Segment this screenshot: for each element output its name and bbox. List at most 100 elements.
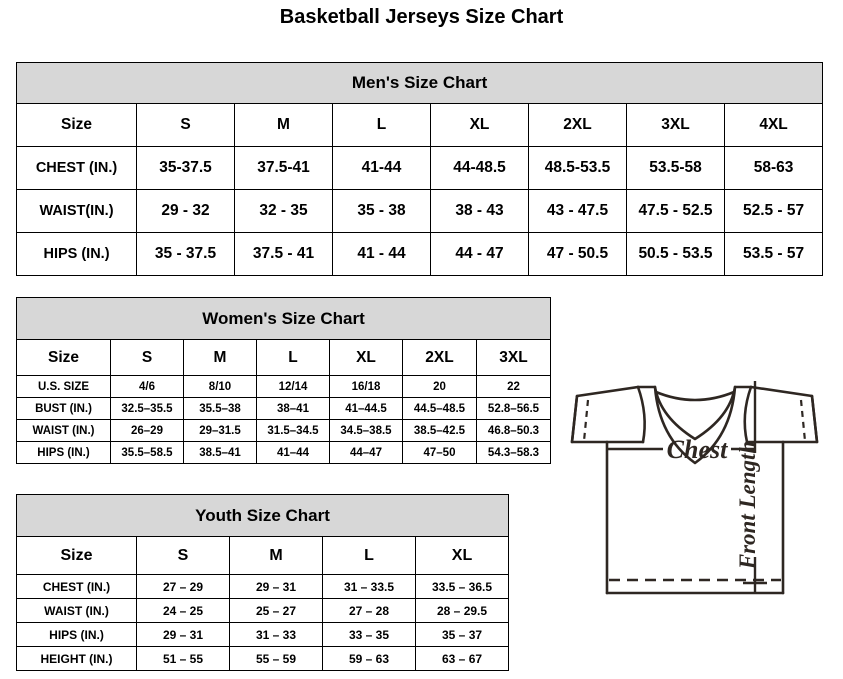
mens-header-cell-m: M	[234, 103, 333, 147]
womens-waist-2xl: 38.5–42.5	[402, 419, 477, 442]
womens-header-cell-2xl: 2XL	[402, 339, 477, 376]
mens-chest-xl: 44-48.5	[430, 146, 529, 190]
youth-band-row: Youth Size Chart	[15, 494, 510, 537]
mens-chest-s: 35-37.5	[136, 146, 235, 190]
left-cuff-dash	[582, 399, 590, 442]
mens-hips-3xl: 50.5 - 53.5	[626, 232, 725, 276]
womens-bust-s: 32.5–35.5	[110, 397, 184, 420]
table-row: BUST (IN.) 32.5–35.5 35.5–38 38–41 41–44…	[16, 397, 552, 420]
youth-chest-l: 31 – 33.5	[322, 574, 416, 599]
youth-height-m: 55 – 59	[229, 646, 323, 671]
jersey-measurement-diagram: Chest Front Length	[555, 345, 843, 655]
womens-waist-l: 31.5–34.5	[256, 419, 330, 442]
womens-row-label-hips: HIPS (IN.)	[16, 441, 111, 464]
youth-height-l: 59 – 63	[322, 646, 416, 671]
mens-hips-m: 37.5 - 41	[234, 232, 333, 276]
mens-waist-l: 35 - 38	[332, 189, 431, 233]
youth-header-cell-l: L	[322, 536, 416, 575]
youth-hips-xl: 35 – 37	[414, 622, 510, 647]
womens-waist-s: 26–29	[110, 419, 184, 442]
youth-header-row: Size S M L XL	[16, 536, 510, 575]
womens-ussize-xl: 16/18	[329, 375, 403, 398]
womens-header-cell-3xl: 3XL	[475, 339, 552, 376]
womens-ussize-s: 4/6	[110, 375, 184, 398]
youth-hips-s: 29 – 31	[136, 622, 230, 647]
mens-hips-4xl: 53.5 - 57	[723, 232, 824, 276]
table-row: HIPS (IN.) 29 – 31 31 – 33 33 – 35 35 – …	[16, 622, 510, 647]
youth-row-label-hips: HIPS (IN.)	[16, 622, 137, 647]
mens-hips-l: 41 - 44	[332, 232, 431, 276]
youth-height-xl: 63 – 67	[414, 646, 510, 671]
mens-header-cell-3xl: 3XL	[626, 103, 725, 147]
table-row: HIPS (IN.) 35.5–58.5 38.5–41 41–44 44–47…	[16, 441, 552, 464]
womens-bust-l: 38–41	[256, 397, 330, 420]
table-row: HEIGHT (IN.) 51 – 55 55 – 59 59 – 63 63 …	[16, 646, 510, 671]
mens-waist-xl: 38 - 43	[430, 189, 529, 233]
mens-chest-4xl: 58-63	[723, 146, 824, 190]
mens-header-row: Size S M L XL 2XL 3XL 4XL	[16, 103, 824, 147]
mens-band-title: Men's Size Chart	[15, 62, 824, 104]
mens-row-label-hips: HIPS (IN.)	[16, 232, 137, 276]
mens-band-row: Men's Size Chart	[15, 62, 824, 104]
mens-waist-m: 32 - 35	[234, 189, 333, 233]
womens-header-cell-l: L	[256, 339, 330, 376]
youth-hips-l: 33 – 35	[322, 622, 416, 647]
womens-ussize-l: 12/14	[256, 375, 330, 398]
mens-row-label-waist: WAIST(IN.)	[16, 189, 137, 233]
mens-chest-m: 37.5-41	[234, 146, 333, 190]
womens-bust-m: 35.5–38	[183, 397, 257, 420]
womens-bust-2xl: 44.5–48.5	[402, 397, 477, 420]
youth-size-chart-table: Youth Size Chart Size S M L XL CHEST (IN…	[15, 494, 510, 671]
right-cuff-dash	[799, 399, 807, 442]
youth-row-label-height: HEIGHT (IN.)	[16, 646, 137, 671]
table-row: HIPS (IN.) 35 - 37.5 37.5 - 41 41 - 44 4…	[16, 232, 824, 276]
table-row: CHEST (IN.) 35-37.5 37.5-41 41-44 44-48.…	[16, 146, 824, 190]
womens-hips-3xl: 54.3–58.3	[475, 441, 552, 464]
womens-hips-xl: 44–47	[329, 441, 403, 464]
mens-header-cell-s: S	[136, 103, 235, 147]
mens-header-cell-l: L	[332, 103, 431, 147]
table-row: CHEST (IN.) 27 – 29 29 – 31 31 – 33.5 33…	[16, 574, 510, 599]
womens-ussize-m: 8/10	[183, 375, 257, 398]
womens-header-cell-xl: XL	[329, 339, 403, 376]
youth-waist-s: 24 – 25	[136, 598, 230, 623]
youth-waist-l: 27 – 28	[322, 598, 416, 623]
youth-waist-m: 25 – 27	[229, 598, 323, 623]
table-row: WAIST (IN.) 24 – 25 25 – 27 27 – 28 28 –…	[16, 598, 510, 623]
womens-hips-s: 35.5–58.5	[110, 441, 184, 464]
womens-band-title: Women's Size Chart	[15, 297, 552, 340]
womens-row-label-us-size: U.S. SIZE	[16, 375, 111, 398]
youth-header-cell-s: S	[136, 536, 230, 575]
womens-header-cell-m: M	[183, 339, 257, 376]
mens-header-cell-2xl: 2XL	[528, 103, 627, 147]
youth-header-cell-size: Size	[16, 536, 137, 575]
youth-header-cell-xl: XL	[414, 536, 510, 575]
womens-waist-3xl: 46.8–50.3	[475, 419, 552, 442]
table-row: U.S. SIZE 4/6 8/10 12/14 16/18 20 22	[16, 375, 552, 398]
chest-label: Chest	[667, 435, 728, 464]
youth-hips-m: 31 – 33	[229, 622, 323, 647]
mens-waist-4xl: 52.5 - 57	[723, 189, 824, 233]
table-row: WAIST (IN.) 26–29 29–31.5 31.5–34.5 34.5…	[16, 419, 552, 442]
womens-hips-m: 38.5–41	[183, 441, 257, 464]
mens-header-cell-xl: XL	[430, 103, 529, 147]
womens-header-cell-s: S	[110, 339, 184, 376]
womens-row-label-waist: WAIST (IN.)	[16, 419, 111, 442]
youth-header-cell-m: M	[229, 536, 323, 575]
womens-ussize-2xl: 20	[402, 375, 477, 398]
mens-header-cell-size: Size	[16, 103, 137, 147]
womens-header-row: Size S M L XL 2XL 3XL	[16, 339, 552, 376]
womens-header-cell-size: Size	[16, 339, 111, 376]
youth-row-label-chest: CHEST (IN.)	[16, 574, 137, 599]
youth-waist-xl: 28 – 29.5	[414, 598, 510, 623]
mens-hips-xl: 44 - 47	[430, 232, 529, 276]
mens-size-chart-table: Men's Size Chart Size S M L XL 2XL 3XL 4…	[15, 62, 824, 276]
youth-height-s: 51 – 55	[136, 646, 230, 671]
mens-header-cell-4xl: 4XL	[723, 103, 824, 147]
page-title: Basketball Jerseys Size Chart	[279, 6, 564, 28]
womens-waist-m: 29–31.5	[183, 419, 257, 442]
mens-chest-l: 41-44	[332, 146, 431, 190]
womens-ussize-3xl: 22	[475, 375, 552, 398]
youth-band-title: Youth Size Chart	[15, 494, 510, 537]
womens-bust-xl: 41–44.5	[329, 397, 403, 420]
